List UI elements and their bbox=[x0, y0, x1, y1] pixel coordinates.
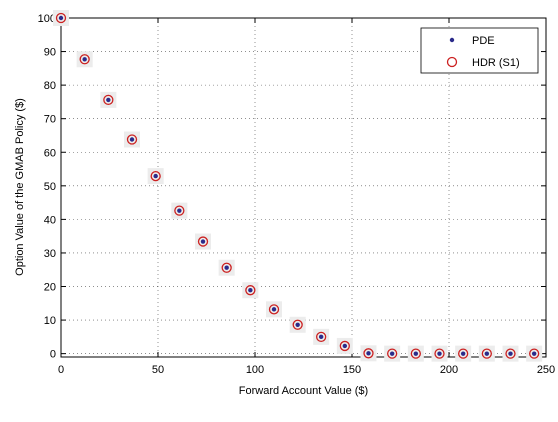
y-tick-label: 30 bbox=[44, 248, 56, 260]
data-point-hdr bbox=[387, 348, 398, 359]
legend-box bbox=[420, 27, 539, 74]
y-tick-label: 60 bbox=[44, 147, 56, 159]
data-point-pde bbox=[389, 351, 395, 356]
x-tick-label: 150 bbox=[343, 364, 361, 376]
data-point-pde bbox=[460, 351, 466, 356]
data-point-hdr bbox=[410, 348, 421, 359]
data-point-pde bbox=[200, 239, 206, 244]
data-point-hdr bbox=[434, 348, 445, 359]
series-hdr-s1 bbox=[55, 12, 540, 359]
data-point-pde bbox=[318, 334, 324, 340]
data-point-hdr bbox=[529, 348, 540, 359]
data-point-pde bbox=[224, 265, 229, 270]
data-point-pde bbox=[413, 351, 419, 356]
data-point-hdr bbox=[221, 262, 232, 273]
data-point-pde bbox=[531, 351, 537, 356]
data-point-hdr bbox=[292, 319, 303, 330]
legend-label-pde: PDE bbox=[472, 35, 495, 47]
y-tick-label: 20 bbox=[44, 282, 56, 294]
data-point-hdr bbox=[79, 54, 90, 65]
data-point-hdr bbox=[55, 12, 67, 24]
series-layer bbox=[53, 10, 543, 362]
data-point-pde bbox=[508, 351, 513, 356]
y-tick-label: 0 bbox=[50, 349, 56, 361]
legend-marker-pde bbox=[449, 37, 455, 43]
x-tick-label: 250 bbox=[537, 364, 555, 376]
data-point-hdr bbox=[268, 304, 280, 315]
data-point-pde bbox=[58, 15, 64, 21]
data-point-hdr bbox=[363, 348, 374, 359]
x-tick-label: 100 bbox=[246, 364, 264, 376]
data-point-hdr bbox=[505, 348, 516, 359]
data-point-pde bbox=[153, 173, 158, 179]
y-tick-label: 40 bbox=[44, 214, 56, 226]
data-point-pde bbox=[366, 351, 371, 356]
data-point-pde bbox=[106, 97, 111, 103]
data-point-pde bbox=[295, 322, 300, 327]
grid bbox=[61, 17, 546, 357]
x-tick-label: 200 bbox=[440, 364, 458, 376]
data-point-hdr bbox=[197, 236, 209, 247]
data-point-pde bbox=[437, 351, 442, 356]
x-tick-label: 50 bbox=[152, 364, 164, 376]
x-axis: 0 50 100 150 200 250 bbox=[58, 18, 555, 376]
data-point-pde bbox=[82, 57, 87, 62]
data-point-pde bbox=[271, 307, 277, 312]
data-point-pde bbox=[177, 208, 182, 213]
y-tick-label: 50 bbox=[44, 181, 56, 193]
legend: PDE HDR (S1) bbox=[420, 27, 539, 74]
y-axis-label: Option Value of the GMAB Policy ($) bbox=[14, 98, 26, 276]
y-axis: 0 10 20 30 40 50 60 70 80 90 100 bbox=[38, 13, 546, 361]
data-point-hdr bbox=[481, 348, 492, 359]
legend-marker-hdr bbox=[446, 56, 458, 68]
data-point-hdr bbox=[174, 205, 185, 216]
data-point-hdr bbox=[339, 340, 350, 352]
data-point-hdr bbox=[245, 285, 256, 296]
y-tick-label: 100 bbox=[38, 13, 56, 25]
data-point-hdr bbox=[458, 348, 469, 359]
x-tick-label: 0 bbox=[58, 364, 64, 376]
y-tick-label: 10 bbox=[44, 315, 56, 327]
data-point-pde bbox=[484, 351, 490, 356]
x-axis-label: Forward Account Value ($) bbox=[239, 385, 368, 397]
data-point-pde bbox=[129, 137, 135, 142]
data-point-pde bbox=[342, 343, 348, 349]
series-pde bbox=[58, 15, 537, 356]
plot-area bbox=[60, 17, 547, 358]
data-point-hdr bbox=[316, 331, 327, 343]
y-tick-label: 90 bbox=[44, 47, 56, 59]
y-tick-label: 80 bbox=[44, 80, 56, 92]
data-point-hdr bbox=[126, 134, 138, 145]
data-point-hdr bbox=[103, 94, 114, 106]
data-point-hdr bbox=[150, 170, 161, 182]
legend-label-hdr: HDR (S1) bbox=[472, 57, 520, 69]
y-tick-label: 70 bbox=[44, 114, 56, 126]
data-point-pde bbox=[248, 288, 253, 293]
